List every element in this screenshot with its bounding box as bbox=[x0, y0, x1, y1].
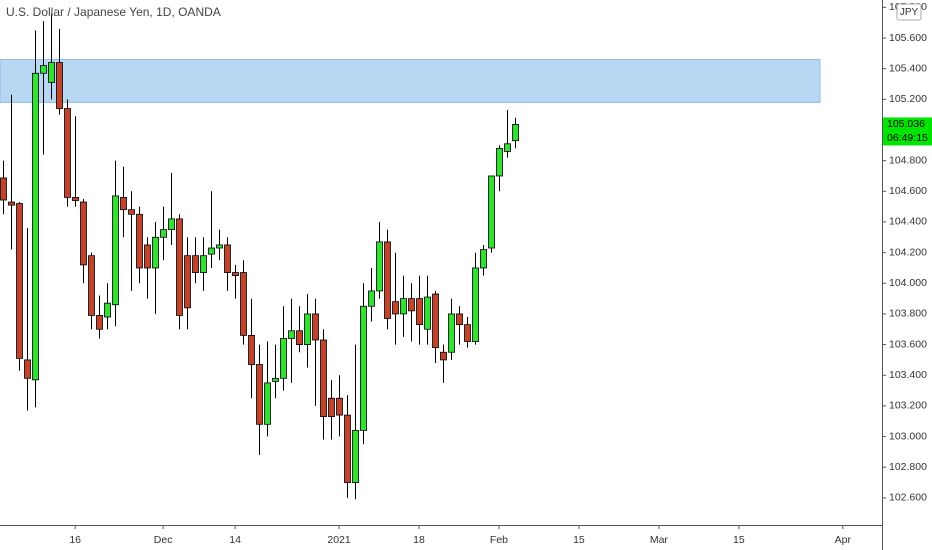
countdown-box bbox=[883, 131, 932, 146]
y-tick-label: 103.600 bbox=[889, 338, 927, 350]
candle-body bbox=[344, 414, 351, 483]
candle-body bbox=[144, 244, 151, 269]
candle-body bbox=[328, 397, 335, 418]
candle-body bbox=[256, 364, 263, 425]
y-tick-label: 103.200 bbox=[889, 400, 927, 412]
candle-body bbox=[72, 197, 79, 201]
candle-body bbox=[88, 255, 95, 316]
y-tick-label: 105.600 bbox=[889, 32, 927, 44]
y-tick-label: 104.400 bbox=[889, 216, 927, 228]
y-tick-label: 102.600 bbox=[889, 492, 927, 504]
candle-body bbox=[464, 324, 471, 342]
candle-body bbox=[160, 229, 167, 238]
y-tick-label: 103.000 bbox=[889, 430, 927, 442]
y-tick-label: 104.000 bbox=[889, 277, 927, 289]
candle-body bbox=[296, 330, 303, 345]
last-price: 105.036 bbox=[887, 118, 925, 130]
candle-body bbox=[176, 218, 183, 316]
y-tick-label: 103.800 bbox=[889, 308, 927, 320]
candle-body bbox=[96, 315, 103, 330]
candle-body bbox=[120, 197, 127, 211]
candle-body bbox=[368, 290, 375, 307]
candle-body bbox=[456, 313, 463, 326]
candle-body bbox=[440, 351, 447, 361]
candle-body bbox=[112, 195, 119, 306]
candle-body bbox=[448, 313, 455, 353]
y-tick-label: 104.600 bbox=[889, 185, 927, 197]
candle-body bbox=[64, 108, 71, 198]
x-tick-label: 15 bbox=[733, 534, 745, 546]
candle-body bbox=[224, 244, 231, 273]
candle-body bbox=[280, 338, 287, 379]
candle-body bbox=[232, 272, 239, 277]
y-tick-label: 104.800 bbox=[889, 154, 927, 166]
candle-body bbox=[352, 430, 359, 483]
y-tick-label: 102.800 bbox=[889, 461, 927, 473]
currency-box[interactable] bbox=[896, 3, 922, 21]
candle-body bbox=[184, 255, 191, 309]
candle-body bbox=[288, 330, 295, 339]
candle-body bbox=[408, 298, 415, 312]
candle-body bbox=[80, 201, 87, 266]
candle-body bbox=[240, 272, 247, 336]
candle-body bbox=[152, 236, 159, 269]
candle-body bbox=[264, 382, 271, 425]
x-tick-label: 14 bbox=[229, 534, 241, 546]
candle-body bbox=[304, 313, 311, 345]
candle-body bbox=[16, 203, 23, 359]
last-price-box bbox=[883, 117, 932, 132]
candle-body bbox=[200, 255, 207, 273]
x-tick-label: Dec bbox=[154, 534, 173, 546]
x-tick-label: 16 bbox=[69, 534, 81, 546]
candle-body bbox=[392, 301, 399, 315]
y-tick-label: 103.400 bbox=[889, 369, 927, 381]
x-tick-label: 15 bbox=[573, 534, 585, 546]
x-tick-label: Mar bbox=[650, 534, 669, 546]
candle-body bbox=[384, 241, 391, 319]
candle-body bbox=[312, 313, 319, 341]
candle-body bbox=[128, 209, 135, 215]
candle-body bbox=[504, 143, 511, 152]
countdown: 06:49:15 bbox=[887, 132, 928, 144]
candle-body bbox=[24, 359, 31, 379]
candle-body bbox=[512, 124, 519, 142]
candle-body bbox=[40, 65, 47, 74]
x-tick-label: 18 bbox=[413, 534, 425, 546]
x-tick-label: Feb bbox=[490, 534, 508, 546]
candle-body bbox=[208, 247, 215, 255]
candle-body bbox=[480, 249, 487, 269]
candle-body bbox=[496, 147, 503, 177]
candle-body bbox=[336, 397, 343, 416]
candle-body bbox=[360, 305, 367, 431]
x-tick-label: 2021 bbox=[327, 534, 351, 546]
candle-body bbox=[216, 244, 223, 249]
chart-title: U.S. Dollar / Japanese Yen, 1D, OANDA bbox=[6, 5, 221, 19]
resistance-zone bbox=[0, 58, 821, 103]
candle-body bbox=[136, 213, 143, 269]
y-tick-label: 105.200 bbox=[889, 93, 927, 105]
x-tick-label: Apr bbox=[835, 534, 852, 546]
candle-body bbox=[168, 218, 175, 231]
candle-body bbox=[56, 62, 63, 109]
candle-body bbox=[432, 293, 439, 349]
candle-body bbox=[272, 377, 279, 382]
currency[interactable]: JPY bbox=[900, 7, 919, 18]
candle-body bbox=[48, 62, 55, 83]
candle-body bbox=[0, 177, 7, 201]
candle-body bbox=[192, 255, 199, 273]
candle-body bbox=[320, 339, 327, 418]
candle-body bbox=[104, 302, 111, 318]
candle-body bbox=[488, 175, 495, 249]
candle-body bbox=[424, 296, 431, 330]
candle-body bbox=[8, 201, 15, 206]
candle-body bbox=[376, 241, 383, 292]
candle-body bbox=[32, 72, 39, 381]
y-tick-label: 105.400 bbox=[889, 62, 927, 74]
candle-body bbox=[416, 298, 423, 326]
candle-body bbox=[248, 334, 255, 365]
y-tick-label: 104.200 bbox=[889, 246, 927, 258]
candle-body bbox=[400, 298, 407, 315]
candle-body bbox=[472, 267, 479, 342]
